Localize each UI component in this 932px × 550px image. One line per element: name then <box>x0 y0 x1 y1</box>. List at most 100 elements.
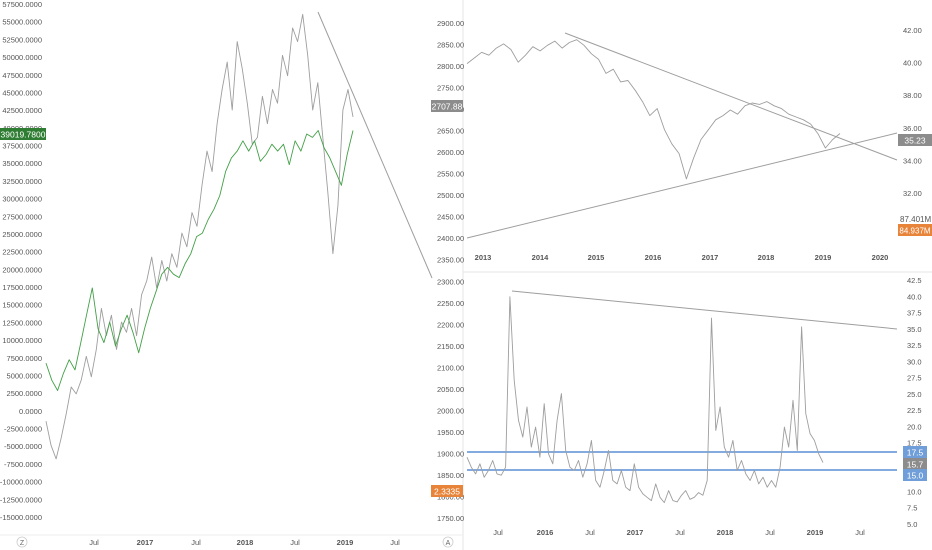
right-axis-tick-label: 2550.00 <box>437 170 464 179</box>
top-right-time-tick-label: 2017 <box>702 253 719 262</box>
left-axis-tick-label: 32500.0000 <box>2 177 42 186</box>
top-right-time-tick-label: 2020 <box>872 253 889 262</box>
left-axis-tick-label: 17500.0000 <box>2 283 42 292</box>
left-axis-tick-label: 50000.0000 <box>2 53 42 62</box>
bottom-right-tick-label: 35.0 <box>907 325 922 334</box>
orange-price-badge-text: 2.3335 <box>434 487 460 497</box>
bottom-right-time-axis: Jul 2016 Jul 2017 Jul 2018 Jul 2019 Jul <box>493 528 865 537</box>
left-axis-tick-label: 22500.0000 <box>2 248 42 257</box>
right-axis-tick-label: 2800.00 <box>437 62 464 71</box>
bottom-right-tick-label: 25.0 <box>907 390 922 399</box>
z-button-label: Z <box>20 540 25 547</box>
right-price-axis: 2900.002850.002800.002750.002700.002650.… <box>437 19 464 523</box>
bottom-right-tick-label: 37.5 <box>907 309 922 318</box>
right-axis-tick-label: 2750.00 <box>437 84 464 93</box>
top-right-time-tick-label: 2016 <box>645 253 662 262</box>
bottom-right-tick-label: 27.5 <box>907 374 922 383</box>
gray-price-badge-tr <box>898 134 932 146</box>
top-right-tick-label: 36.00 <box>903 124 922 133</box>
left-axis-tick-label: 25000.0000 <box>2 230 42 239</box>
z-button[interactable]: Z <box>16 536 28 548</box>
gray-price-series <box>45 13 354 460</box>
left-axis-tick-label: 42500.0000 <box>2 106 42 115</box>
left-axis-tick-label: 7500.0000 <box>7 354 42 363</box>
top-right-price-axis: 42.00 40.00 38.00 36.00 34.00 32.00 <box>903 26 922 198</box>
top-right-tick-label: 40.00 <box>903 59 922 68</box>
top-right-time-tick-label: 2013 <box>475 253 492 262</box>
gray-last-badge <box>903 458 927 470</box>
bottom-right-tick-label: 22.5 <box>907 406 922 415</box>
right-axis-tick-label: 1850.00 <box>437 471 464 480</box>
bottom-right-value-axis: 42.5 40.0 37.5 35.0 32.5 30.0 27.5 25.0 22.5 20.0… <box>907 276 922 529</box>
bottom-right-tick-label: 5.0 <box>907 520 917 529</box>
right-axis-tick-label: 2900.00 <box>437 19 464 28</box>
left-axis-tick-label: 10000.0000 <box>2 336 42 345</box>
right-axis-tick-label: 2500.00 <box>437 191 464 200</box>
right-axis-tick-label: 2150.00 <box>437 342 464 351</box>
left-axis-tick-label: 37500.0000 <box>2 142 42 151</box>
bottom-right-chart-panel[interactable]: 42.5 40.0 37.5 35.0 32.5 30.0 27.5 25.0 22.5 20.0… <box>466 276 927 537</box>
left-axis-tick-label: 27500.0000 <box>2 212 42 221</box>
left-time-tick-label: Jul <box>290 538 300 547</box>
right-axis-tick-label: 2850.00 <box>437 41 464 50</box>
top-right-time-tick-label: 2014 <box>532 253 550 262</box>
bottom-right-tick-label: 42.5 <box>907 276 922 285</box>
top-right-tick-label: 38.00 <box>903 91 922 100</box>
bottom-right-time-tick-label: Jul <box>855 528 865 537</box>
left-time-tick-label: Jul <box>89 538 99 547</box>
left-axis-tick-label: 57500.0000 <box>2 0 42 9</box>
left-axis-tick-label: 0.0000 <box>19 407 42 416</box>
bottom-right-series-layer <box>466 296 824 504</box>
left-axis-tick-label: -2500.0000 <box>4 425 42 434</box>
green-price-badge-text: 39019.7800 <box>1 130 46 140</box>
bottom-right-tick-label: 17.5 <box>907 439 922 448</box>
bottom-right-tick-label: 7.5 <box>907 504 917 513</box>
volume-label: 87.401M <box>900 215 931 224</box>
left-price-axis: 57500.0000 55000.0000 52500.0000 50000.0000… <box>0 0 42 522</box>
top-right-time-axis: 2013 2014 2015 2016 2017 2018 2019 2020 <box>475 253 889 262</box>
right-axis-tick-label: 2100.00 <box>437 363 464 372</box>
left-axis-tick-label: 30000.0000 <box>2 195 42 204</box>
right-axis-tick-label: 1750.00 <box>437 514 464 523</box>
left-time-axis: Jul 2017 Jul 2018 Jul 2019 Jul <box>89 538 400 547</box>
trend-line-peaks <box>511 290 898 330</box>
bottom-right-time-tick-label: 2016 <box>537 528 554 537</box>
bottom-right-time-tick-label: Jul <box>675 528 685 537</box>
bottom-right-tick-label: 20.0 <box>907 422 922 431</box>
gray-price-badge <box>431 100 463 112</box>
trend-line-lower <box>466 132 898 239</box>
bottom-right-time-tick-label: 2019 <box>807 528 824 537</box>
left-axis-tick-label: 15000.0000 <box>2 301 42 310</box>
a-button[interactable]: A <box>442 536 454 548</box>
bottom-right-time-tick-label: Jul <box>765 528 775 537</box>
right-axis-tick-label: 2250.00 <box>437 299 464 308</box>
left-axis-tick-label: 52500.0000 <box>2 35 42 44</box>
bottom-right-tick-label: 32.5 <box>907 341 922 350</box>
bottom-right-time-tick-label: 2018 <box>717 528 734 537</box>
a-button-label: A <box>446 540 451 547</box>
gray-last-badge-text: 15.7 <box>907 460 924 470</box>
left-axis-tick-label: 12500.0000 <box>2 318 42 327</box>
right-axis-tick-label: 2650.00 <box>437 127 464 136</box>
bottom-right-time-tick-label: Jul <box>493 528 503 537</box>
right-axis-tick-label: 2600.00 <box>437 148 464 157</box>
orange-volume-badge-text: 84.937M <box>899 227 930 236</box>
right-axis-tick-label: 2050.00 <box>437 385 464 394</box>
top-right-time-tick-label: 2018 <box>758 253 775 262</box>
green-price-badge <box>0 128 46 140</box>
right-axis-tick-label: 2350.00 <box>437 256 464 265</box>
left-axis-tick-label: -12500.0000 <box>0 495 42 504</box>
top-right-price-series <box>466 39 841 180</box>
green-price-series <box>45 130 354 391</box>
left-time-tick-label: 2019 <box>337 538 354 547</box>
right-axis-tick-label: 1900.00 <box>437 449 464 458</box>
left-chart-panel[interactable]: 57500.0000 55000.0000 52500.0000 50000.0000… <box>0 0 464 548</box>
trend-line-left <box>317 11 433 279</box>
top-right-time-tick-label: 2019 <box>815 253 832 262</box>
top-right-time-tick-label: 2015 <box>588 253 605 262</box>
right-axis-tick-label: 2400.00 <box>437 234 464 243</box>
orange-price-badge <box>431 485 463 497</box>
blue-level-badge-upper-text: 17.5 <box>907 448 924 458</box>
